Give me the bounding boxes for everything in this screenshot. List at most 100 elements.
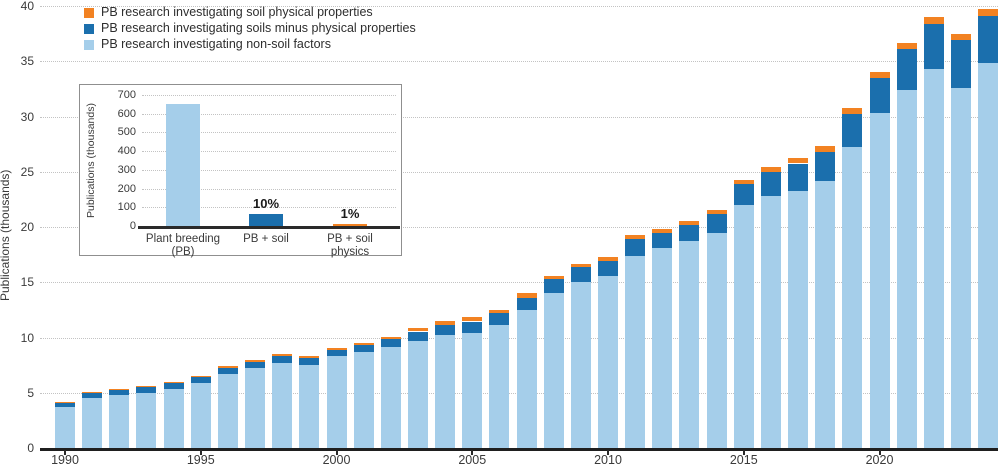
bar-2016	[760, 0, 781, 448]
x-tick-mark-2010	[607, 450, 609, 455]
bar-2018	[815, 0, 836, 448]
bar-segment	[516, 310, 537, 448]
bar-segment	[598, 261, 618, 276]
bar-1992	[109, 0, 130, 448]
bar-segment	[869, 72, 890, 78]
bar-2014	[706, 0, 727, 448]
bar-2004	[435, 0, 456, 448]
gridline-15	[40, 282, 998, 284]
bar-segment	[788, 191, 809, 448]
legend-swatch-icon	[84, 40, 94, 50]
bar-segment	[299, 358, 320, 365]
bar-segment	[570, 264, 591, 267]
bar-segment	[217, 368, 238, 374]
bar-1997	[245, 0, 266, 448]
bar-segment	[55, 402, 75, 403]
inset-x-tick-label-0: Plant breeding (PB)	[145, 233, 221, 258]
bar-segment	[706, 210, 727, 214]
gridline-40	[40, 6, 998, 7]
legend-item-1: PB research investigating soils minus ph…	[84, 22, 416, 35]
bar-segment	[842, 147, 863, 448]
gridline-20	[40, 227, 998, 228]
inset-y-axis-title: Publications (thousands)	[85, 103, 97, 219]
inset-x-tick-label-2: PB + soil physics	[327, 233, 373, 258]
bar-segment	[842, 108, 863, 114]
inset-gridline-200	[142, 188, 396, 190]
bar-segment	[217, 366, 238, 368]
bar-segment	[489, 325, 510, 448]
bar-segment	[923, 69, 944, 448]
legend-swatch-icon	[84, 8, 94, 18]
bar-2010	[598, 0, 618, 448]
y-tick-label-10: 10	[20, 330, 34, 345]
y-tick-label-25: 25	[20, 164, 34, 179]
bar-segment	[326, 349, 347, 356]
bar-segment	[950, 88, 971, 448]
bar-segment	[82, 398, 103, 448]
bar-segment	[163, 382, 184, 383]
bar-2002	[380, 0, 401, 448]
bar-2012	[652, 0, 673, 448]
bar-segment	[462, 322, 483, 333]
inset-bar-value-label-1: 10%	[252, 196, 280, 211]
bar-segment	[733, 180, 754, 184]
bar-segment	[136, 386, 157, 387]
bar-segment	[190, 377, 211, 383]
bar-1996	[217, 0, 238, 448]
bar-segment	[163, 389, 184, 448]
bar-segment	[109, 395, 130, 448]
inset-y-tick-label-100: 100	[117, 201, 136, 214]
gridline-30	[40, 116, 998, 118]
legend-item-2: PB research investigating non-soil facto…	[84, 38, 416, 51]
x-tick-mark-1995	[199, 450, 202, 455]
bar-segment	[543, 276, 564, 279]
bar-segment	[679, 224, 700, 241]
bar-segment	[299, 356, 320, 358]
bar-segment	[190, 383, 211, 448]
bar-segment	[815, 152, 836, 181]
bar-segment	[217, 374, 238, 448]
bar-segment	[978, 63, 999, 448]
bar-segment	[407, 341, 428, 448]
bar-segment	[55, 403, 75, 407]
x-tick-label-2005: 2005	[458, 453, 487, 467]
x-tick-label-2010: 2010	[594, 453, 622, 467]
bar-segment	[245, 360, 266, 362]
bar-segment	[978, 15, 999, 63]
inset-gridline-500	[142, 132, 396, 134]
bar-segment	[109, 390, 130, 395]
bar-segment	[869, 113, 890, 448]
inset-gridline-400	[142, 151, 396, 153]
bar-segment	[516, 298, 537, 310]
bar-segment	[652, 233, 673, 248]
bar-2013	[679, 0, 700, 448]
inset-y-tick-label-600: 600	[117, 107, 136, 120]
bar-segment	[272, 356, 293, 363]
bar-segment	[299, 365, 320, 448]
bar-segment	[380, 337, 401, 339]
y-tick-label-20: 20	[20, 220, 34, 234]
bar-segment	[489, 313, 510, 325]
bar-1991	[82, 0, 103, 448]
bar-segment	[462, 317, 483, 321]
bar-segment	[760, 167, 781, 172]
x-tick-label-2000: 2000	[322, 453, 351, 467]
inset-bar-value-label-2: 1%	[340, 206, 360, 221]
inset-y-tick-label-0: 0	[129, 220, 136, 232]
bar-segment	[570, 282, 591, 448]
bar-segment	[896, 90, 917, 448]
x-tick-label-1995: 1995	[186, 453, 215, 467]
inset-y-tick-label-500: 500	[117, 126, 136, 139]
bar-segment	[326, 348, 347, 350]
bar-segment	[570, 267, 591, 282]
x-axis-line	[40, 448, 998, 451]
bar-segment	[380, 347, 401, 448]
inset-y-tick-label-300: 300	[117, 163, 136, 176]
bar-1994	[163, 0, 184, 448]
bar-2022	[923, 0, 944, 448]
bar-segment	[245, 368, 266, 448]
bar-segment	[896, 49, 917, 90]
x-tick-label-2020: 2020	[865, 453, 894, 467]
bar-2000	[326, 0, 347, 448]
bar-segment	[842, 114, 863, 147]
